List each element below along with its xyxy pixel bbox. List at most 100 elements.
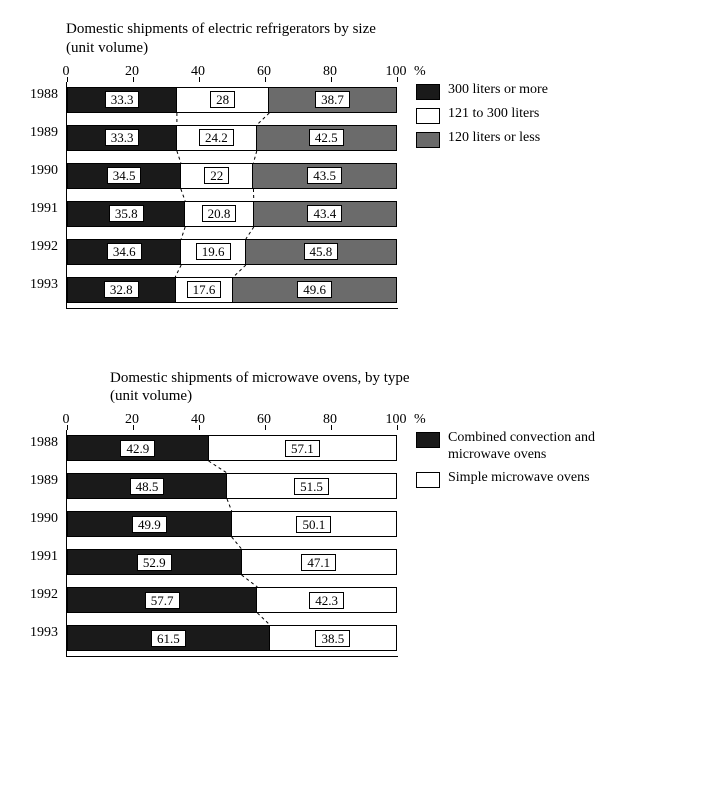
chart1-ylabel: 1989 bbox=[20, 120, 66, 146]
legend-swatch-icon bbox=[416, 84, 440, 100]
chart1-segment-value: 43.4 bbox=[307, 205, 342, 222]
chart2-legend-item: Simple microwave ovens bbox=[416, 470, 608, 488]
chart1-segment: 20.8 bbox=[185, 202, 253, 226]
chart1-segment: 42.5 bbox=[257, 126, 396, 150]
chart2-axis: 020406080100% bbox=[20, 412, 693, 430]
chart2-segment: 42.3 bbox=[257, 588, 396, 612]
legend-swatch-icon bbox=[416, 472, 440, 488]
chart2-segment-value: 57.7 bbox=[145, 592, 180, 609]
chart1-segment: 22 bbox=[181, 164, 253, 188]
chart1-bar-row: 32.8 17.6 49.6 bbox=[67, 277, 397, 303]
chart1-segment: 34.5 bbox=[68, 164, 181, 188]
chart2-segment-value: 47.1 bbox=[301, 554, 336, 571]
chart1-segment: 43.5 bbox=[253, 164, 396, 188]
chart1-legend-item: 300 liters or more bbox=[416, 82, 548, 100]
chart2-bar-row: 42.9 57.1 bbox=[67, 435, 397, 461]
chart2-title-line1: Domestic shipments of microwave ovens, b… bbox=[110, 369, 693, 388]
chart2-ylabel: 1993 bbox=[20, 620, 66, 646]
chart2-segment: 50.1 bbox=[232, 512, 396, 536]
chart1-bar-row: 34.5 22 43.5 bbox=[67, 163, 397, 189]
chart1-segment: 32.8 bbox=[68, 278, 176, 302]
chart2-segment: 57.7 bbox=[68, 588, 257, 612]
chart1-axis-tick: 0 bbox=[63, 64, 70, 80]
chart2-segment: 49.9 bbox=[68, 512, 232, 536]
chart2-segment-value: 61.5 bbox=[151, 630, 186, 647]
chart2-bar-row: 48.5 51.5 bbox=[67, 473, 397, 499]
chart1-segment-value: 38.7 bbox=[315, 91, 350, 108]
chart2-title-line2: (unit volume) bbox=[110, 387, 693, 406]
chart1-axis-tick: 60 bbox=[257, 64, 271, 80]
chart1-ylabel: 1991 bbox=[20, 196, 66, 222]
chart1-legend-label: 120 liters or less bbox=[448, 130, 540, 147]
chart1-segment: 24.2 bbox=[177, 126, 256, 150]
chart2-ylabel: 1992 bbox=[20, 582, 66, 608]
chart1-legend: 300 liters or more 121 to 300 liters 120 l… bbox=[416, 82, 548, 154]
chart1-segment-value: 34.6 bbox=[107, 243, 142, 260]
chart1-title-line1: Domestic shipments of electric refrigera… bbox=[66, 20, 693, 39]
chart1-plot: 33.3 28 38.7 33.3 24.2 42.5 34.5 22 43.5 35.8 20.8… bbox=[66, 82, 398, 309]
chart1-segment-value: 19.6 bbox=[196, 243, 231, 260]
chart1-ylabel: 1990 bbox=[20, 158, 66, 184]
chart2-segment: 48.5 bbox=[68, 474, 227, 498]
chart1-axis-tick: 100 bbox=[386, 64, 407, 80]
legend-swatch-icon bbox=[416, 108, 440, 124]
chart1-segment-value: 42.5 bbox=[309, 129, 344, 146]
legend-swatch-icon bbox=[416, 432, 440, 448]
chart1-segment-value: 43.5 bbox=[307, 167, 342, 184]
chart2-segment-value: 57.1 bbox=[285, 440, 320, 457]
chart1-axis-tick: 20 bbox=[125, 64, 139, 80]
chart1-segment-value: 17.6 bbox=[187, 281, 222, 298]
chart2-legend-item: Combined convection and microwave ovens bbox=[416, 430, 608, 464]
chart1-segment: 19.6 bbox=[181, 240, 245, 264]
chart1-segment: 45.8 bbox=[246, 240, 396, 264]
chart1-segment: 34.6 bbox=[68, 240, 181, 264]
chart2-ylabel: 1989 bbox=[20, 468, 66, 494]
chart2-segment-value: 50.1 bbox=[296, 516, 331, 533]
chart2-boundary-lines bbox=[67, 430, 399, 656]
chart1-chart: Domestic shipments of electric refrigera… bbox=[20, 20, 693, 309]
chart1-segment: 33.3 bbox=[68, 126, 177, 150]
chart2-legend-label: Simple microwave ovens bbox=[448, 470, 590, 487]
chart1-segment: 38.7 bbox=[269, 88, 396, 112]
chart2-segment-value: 42.9 bbox=[120, 440, 155, 457]
chart1-axis: 0 20 40 60 80 100% bbox=[20, 64, 693, 82]
chart1-segment-value: 35.8 bbox=[109, 205, 144, 222]
chart1-segment: 49.6 bbox=[233, 278, 396, 302]
chart2-segment-value: 51.5 bbox=[294, 478, 329, 495]
chart2-ylabel: 1991 bbox=[20, 544, 66, 570]
chart1-bar-row: 33.3 28 38.7 bbox=[67, 87, 397, 113]
chart2-axis-suffix: % bbox=[414, 412, 426, 428]
chart2-legend: Combined convection and microwave ovens S… bbox=[416, 430, 608, 494]
chart1-title-line2: (unit volume) bbox=[66, 39, 693, 58]
chart2-bar-row: 57.7 42.3 bbox=[67, 587, 397, 613]
chart1-axis-tick: 80 bbox=[323, 64, 337, 80]
chart1-legend-label: 300 liters or more bbox=[448, 82, 548, 99]
chart2-plot: 42.9 57.1 48.5 51.5 49.9 50.1 52.9 47.1 57.7 42.3… bbox=[66, 430, 398, 657]
chart1-bar-row: 33.3 24.2 42.5 bbox=[67, 125, 397, 151]
chart1-segment-value: 28 bbox=[210, 91, 235, 108]
chart2-segment: 38.5 bbox=[270, 626, 396, 650]
chart2-chart: Domestic shipments of microwave ovens, b… bbox=[20, 369, 693, 658]
chart1-bar-row: 35.8 20.8 43.4 bbox=[67, 201, 397, 227]
chart1-ylabel: 1988 bbox=[20, 82, 66, 108]
chart1-ylabel: 1992 bbox=[20, 234, 66, 260]
chart1-legend-label: 121 to 300 liters bbox=[448, 106, 539, 123]
chart1-segment-value: 33.3 bbox=[105, 129, 140, 146]
chart1-title: Domestic shipments of electric refrigera… bbox=[66, 20, 693, 58]
chart2-segment-value: 49.9 bbox=[132, 516, 167, 533]
chart2-axis-tick: 80 bbox=[323, 412, 337, 428]
chart1-segment-value: 24.2 bbox=[199, 129, 234, 146]
chart1-segment: 43.4 bbox=[254, 202, 396, 226]
chart1-segment: 33.3 bbox=[68, 88, 177, 112]
chart2-segment: 42.9 bbox=[68, 436, 209, 460]
chart1-segment-value: 34.5 bbox=[107, 167, 142, 184]
chart2-ylabel: 1988 bbox=[20, 430, 66, 456]
chart1-segment-value: 49.6 bbox=[297, 281, 332, 298]
chart1-legend-item: 120 liters or less bbox=[416, 130, 548, 148]
chart2-segment-value: 38.5 bbox=[315, 630, 350, 647]
chart2-axis-tick: 60 bbox=[257, 412, 271, 428]
chart2-segment-value: 52.9 bbox=[137, 554, 172, 571]
chart1-axis-suffix: % bbox=[414, 64, 426, 80]
chart2-segment: 61.5 bbox=[68, 626, 270, 650]
chart1-axis-tick: 40 bbox=[191, 64, 205, 80]
